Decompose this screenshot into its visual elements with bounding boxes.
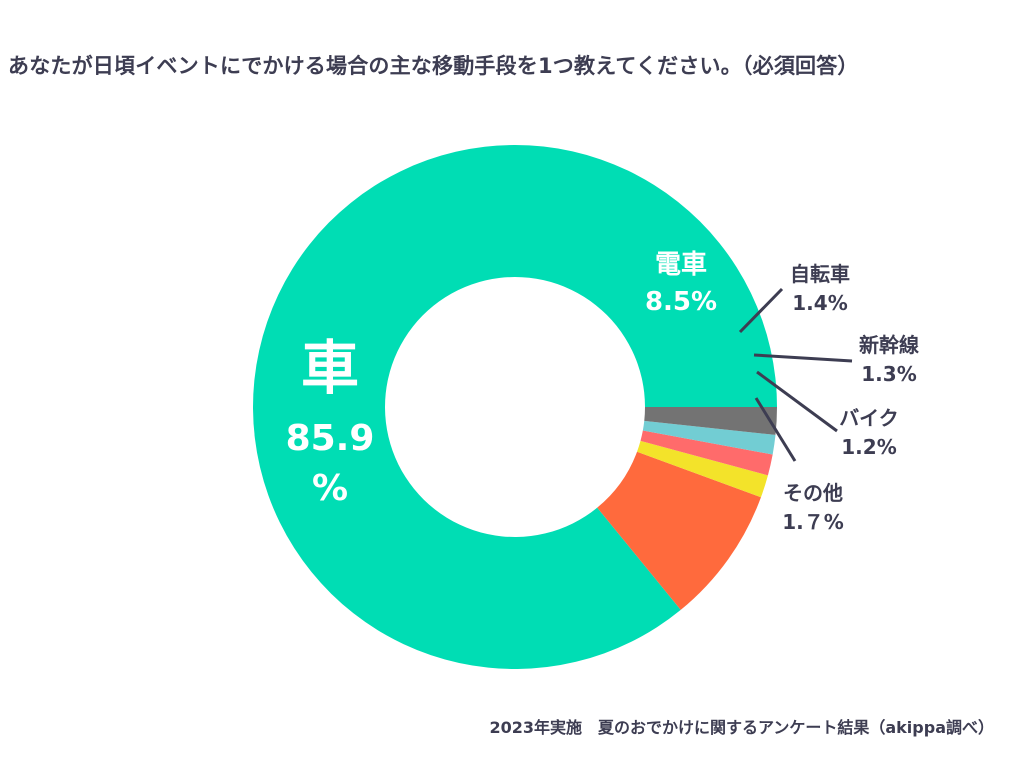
slice-label-value: 1.4% bbox=[792, 291, 847, 315]
slice-label-name: 新幹線 bbox=[859, 333, 919, 357]
leader-line bbox=[754, 397, 797, 462]
slice-自転車 bbox=[637, 440, 768, 498]
slice-label-value: % bbox=[312, 468, 348, 509]
chart-title: あなたが日頃イベントにでかける場合の主な移動手段を1つ教えてください。（必須回答… bbox=[8, 54, 859, 78]
leader-lines-group bbox=[738, 287, 853, 462]
slices-group bbox=[252, 144, 777, 670]
slice-label-name: 自転車 bbox=[790, 262, 850, 286]
slice-label-value: 1.７% bbox=[782, 510, 844, 534]
slice-label-name: その他 bbox=[783, 481, 843, 505]
slice-その他 bbox=[644, 407, 777, 435]
labels-group: 車 85.9% 電車 8.5% 自転車 1.4% 新幹線 1.3% バイク 1.2% その他 1.７% bbox=[286, 250, 919, 534]
slice-新幹線 bbox=[640, 430, 773, 476]
leader-line bbox=[753, 353, 853, 363]
source-footnote: 2023年実施 夏のおでかけに関するアンケート結果（akippa調べ） bbox=[489, 718, 994, 737]
slice-label-value: 85.9 bbox=[286, 418, 375, 459]
slice-車 bbox=[252, 144, 777, 670]
slice-label-name: 電車 bbox=[655, 250, 707, 280]
leader-line bbox=[756, 370, 838, 433]
slice-label-name: バイク bbox=[839, 406, 899, 430]
slice-label-name: 車 bbox=[301, 334, 359, 402]
slice-label-value: 8.5% bbox=[645, 287, 717, 317]
slice-電車 bbox=[597, 451, 761, 610]
slice-バイク bbox=[642, 420, 776, 455]
slice-label-value: 1.3% bbox=[861, 362, 916, 386]
leader-line bbox=[738, 287, 784, 334]
slice-label-value: 1.2% bbox=[841, 435, 896, 459]
